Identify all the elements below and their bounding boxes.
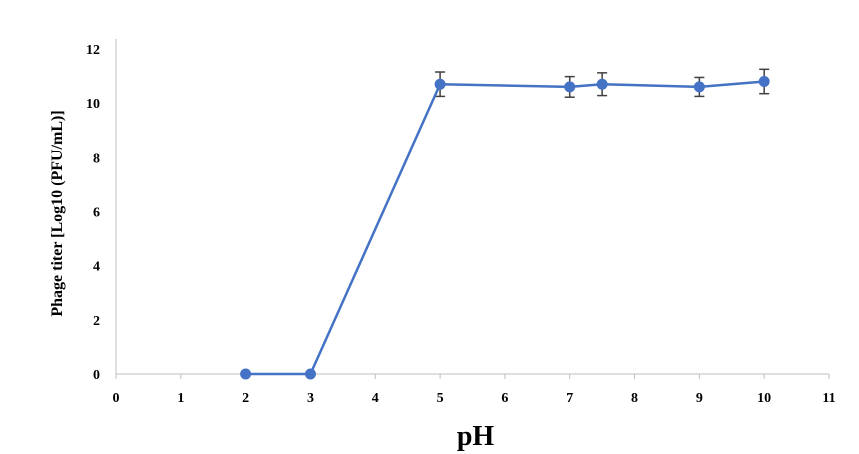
series-line [245,80,765,376]
y-tick-label: 0 [93,368,100,383]
x-tick-label: 6 [501,391,508,406]
x-tick-label: 2 [242,391,249,406]
x-tick-label: 1 [177,391,184,406]
data-points [240,76,770,380]
y-tick-label: 2 [93,314,100,329]
x-axis-title: pH [457,421,495,452]
x-tick-label: 10 [757,391,771,406]
data-point [240,368,252,380]
axes [115,39,830,379]
x-tick-label: 8 [631,391,638,406]
data-point [564,81,576,93]
x-tick-label: 5 [437,391,444,406]
data-point [693,81,705,93]
x-tick-labels: 0 1 2 3 4 5 6 7 8 9 10 11 [113,391,836,406]
x-tick-label: 11 [822,391,835,406]
x-tick-label: 0 [113,391,120,406]
x-tick-label: 9 [696,391,703,406]
y-tick-label: 6 [93,206,100,221]
data-point [434,78,446,90]
y-tick-labels: 0 2 4 6 8 10 12 [86,43,100,383]
y-tick-label: 4 [93,260,100,275]
data-point [596,78,608,90]
x-tick-label: 7 [566,391,573,406]
data-point [758,76,770,87]
y-tick-label: 12 [86,43,100,58]
data-point [304,368,316,380]
y-axis-title: Phage titer [Log10 (PFU/mL)] [49,110,66,316]
x-tick-label: 4 [372,391,379,406]
y-tick-label: 10 [86,97,100,112]
series-line-group [245,80,765,376]
y-tick-label: 8 [93,151,100,166]
x-tick-label: 3 [307,391,314,406]
